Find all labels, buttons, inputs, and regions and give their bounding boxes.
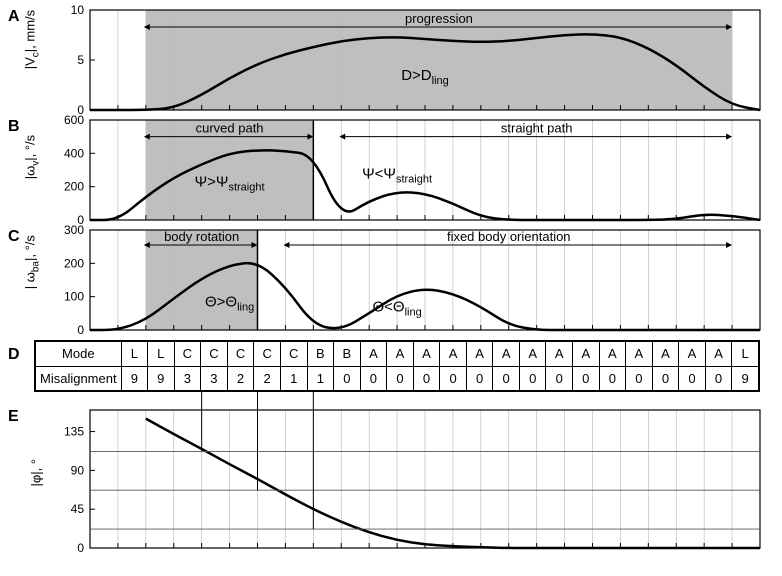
svg-text:100: 100	[64, 290, 84, 304]
misalignment-cell: 0	[652, 366, 679, 391]
svg-text:5: 5	[77, 53, 84, 67]
mode-cell: A	[440, 342, 467, 367]
svg-text:0: 0	[77, 323, 84, 337]
mode-cell: A	[652, 342, 679, 367]
mode-cell: A	[546, 342, 573, 367]
panel-d-table: ModeLLCCCCCBBAAAAAAAAAAAAAAL Misalignmen…	[34, 340, 760, 392]
mode-cell: L	[148, 342, 174, 367]
misalignment-cell: 1	[307, 366, 334, 391]
mode-cell: C	[254, 342, 281, 367]
mode-cell: A	[466, 342, 493, 367]
svg-text:90: 90	[71, 463, 85, 477]
misalignment-cell: 3	[201, 366, 228, 391]
svg-text:0: 0	[77, 541, 84, 555]
misalignment-cell: 0	[334, 366, 361, 391]
misalignment-cell: 0	[679, 366, 706, 391]
mode-cell: L	[121, 342, 147, 367]
svg-text:10: 10	[71, 3, 85, 17]
misalignment-cell: 9	[732, 366, 759, 391]
svg-text:Θ<Θling: Θ<Θling	[372, 299, 421, 319]
mode-cell: L	[732, 342, 759, 367]
mode-cell: A	[493, 342, 520, 367]
misalignment-cell: 0	[413, 366, 440, 391]
mode-cell: A	[705, 342, 732, 367]
mode-cell: A	[573, 342, 600, 367]
svg-text:200: 200	[64, 256, 84, 270]
figure-svg: 0510progressionD>Dling0200400600curved p…	[0, 0, 782, 576]
misalignment-cell: 0	[546, 366, 573, 391]
svg-text:fixed body orientation: fixed body orientation	[447, 229, 571, 244]
svg-text:curved path: curved path	[196, 121, 264, 136]
row-header-mode: Mode	[36, 342, 122, 367]
svg-text:progression: progression	[405, 11, 473, 26]
svg-text:200: 200	[64, 180, 84, 194]
svg-text:300: 300	[64, 223, 84, 237]
mode-cell: B	[334, 342, 361, 367]
mode-cell: C	[280, 342, 307, 367]
misalignment-cell: 0	[440, 366, 467, 391]
mode-cell: A	[413, 342, 440, 367]
mode-cell: A	[360, 342, 387, 367]
svg-text:600: 600	[64, 113, 84, 127]
mode-cell: C	[201, 342, 228, 367]
svg-text:135: 135	[64, 425, 84, 439]
mode-cell: A	[387, 342, 414, 367]
mode-cell: C	[227, 342, 254, 367]
misalignment-cell: 0	[493, 366, 520, 391]
misalignment-cell: 1	[280, 366, 307, 391]
svg-text:45: 45	[71, 502, 85, 516]
mode-cell: C	[174, 342, 201, 367]
misalignment-cell: 9	[148, 366, 174, 391]
misalignment-cell: 0	[626, 366, 653, 391]
misalignment-cell: 2	[227, 366, 254, 391]
svg-text:400: 400	[64, 146, 84, 160]
row-header-misalignment: Misalignment	[36, 366, 122, 391]
mode-cell: A	[679, 342, 706, 367]
mode-cell: A	[519, 342, 546, 367]
misalignment-cell: 0	[466, 366, 493, 391]
misalignment-cell: 0	[360, 366, 387, 391]
misalignment-cell: 0	[519, 366, 546, 391]
svg-text:straight path: straight path	[501, 121, 573, 136]
misalignment-cell: 0	[573, 366, 600, 391]
mode-cell: B	[307, 342, 334, 367]
misalignment-cell: 0	[705, 366, 732, 391]
svg-text:body rotation: body rotation	[164, 229, 239, 244]
mode-cell: A	[599, 342, 626, 367]
mode-cell: A	[626, 342, 653, 367]
misalignment-cell: 3	[174, 366, 201, 391]
misalignment-cell: 9	[121, 366, 147, 391]
table-row: Misalignment993322110000000000000009	[36, 366, 759, 391]
misalignment-cell: 2	[254, 366, 281, 391]
table-row: ModeLLCCCCCBBAAAAAAAAAAAAAAL	[36, 342, 759, 367]
misalignment-cell: 0	[599, 366, 626, 391]
misalignment-cell: 0	[387, 366, 414, 391]
